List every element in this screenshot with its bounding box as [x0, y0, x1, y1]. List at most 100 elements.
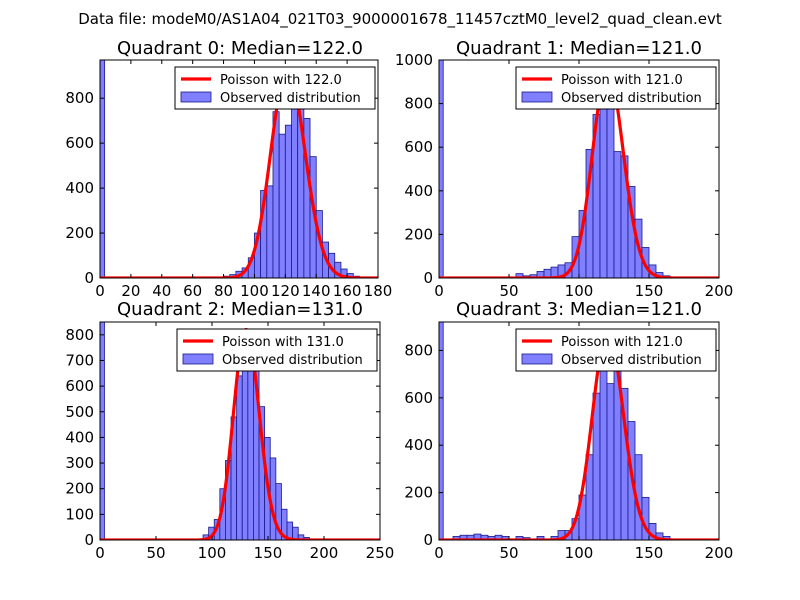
x-tick-label: 0	[95, 544, 105, 562]
plot-area: 0 50 100 150 200 250 0 100 200 300 400 500 600 700 800…	[65, 321, 395, 562]
x-tick-label: 80	[214, 282, 233, 300]
histogram-bar	[266, 185, 274, 278]
histogram-bar	[284, 124, 292, 278]
x-tick-label: 100	[565, 282, 594, 300]
histogram-bar	[599, 107, 608, 278]
x-tick-label: 100	[198, 544, 227, 562]
histogram-bar	[439, 60, 444, 278]
x-tick-label: 200	[705, 282, 734, 300]
y-tick-label: 200	[404, 225, 433, 243]
y-tick-label: 600	[65, 134, 94, 152]
x-tick-label: 0	[95, 282, 105, 300]
subplot-title: Quadrant 0: Median=122.0	[117, 38, 363, 59]
legend-label-observed: Observed distribution	[222, 353, 363, 368]
y-tick-label: 400	[65, 428, 94, 446]
x-tick-label: 100	[240, 282, 269, 300]
y-tick-label: 600	[65, 377, 94, 395]
legend-label-observed: Observed distribution	[561, 353, 702, 368]
legend: Poisson with 121.0 Observed distribution	[515, 66, 717, 110]
x-tick-label: 180	[364, 282, 393, 300]
legend-label-observed: Observed distribution	[561, 91, 702, 106]
legend-label-poisson: Poisson with 121.0	[561, 73, 683, 88]
poisson-curve	[100, 67, 378, 278]
y-tick-label: 0	[423, 531, 433, 549]
histogram-bar	[536, 536, 545, 540]
y-tick-label: 400	[65, 179, 94, 197]
subplot-quadrant-2: Quadrant 2: Median=131.0 0 50 100 150 200 250…	[65, 299, 394, 562]
legend-label-poisson: Poisson with 122.0	[220, 73, 342, 88]
y-tick-label: 200	[65, 480, 94, 498]
histogram-bar	[613, 151, 622, 278]
subplot-quadrant-0: Quadrant 0: Median=122.0 0 20 40 60 80 100 120…	[65, 38, 392, 300]
legend: Poisson with 122.0 Observed distribution	[174, 66, 376, 110]
histogram-bar	[278, 133, 286, 278]
y-tick-label: 600	[404, 389, 433, 407]
x-tick-label: 60	[183, 282, 202, 300]
x-tick-label: 120	[271, 282, 300, 300]
y-tick-label: 300	[65, 454, 94, 472]
x-tick-label: 40	[152, 282, 171, 300]
legend-label-observed: Observed distribution	[220, 91, 361, 106]
histogram-bar	[100, 60, 106, 278]
subplot-title: Quadrant 3: Median=121.0	[456, 299, 702, 320]
x-tick-label: 50	[499, 282, 518, 300]
legend-bar-swatch	[180, 91, 212, 103]
y-tick-label: 0	[423, 269, 433, 287]
legend-bar-swatch	[182, 353, 214, 365]
x-tick-label: 0	[434, 282, 444, 300]
plot-area: 0 20 40 60 80 100 120 140 160 180 0 200 400 600 800 Poi…	[65, 59, 393, 300]
x-tick-label: 0	[434, 544, 444, 562]
legend-bar-swatch	[521, 91, 553, 103]
subplot-quadrant-3: Quadrant 3: Median=121.0 0 50 100 150 200 0 20…	[404, 299, 733, 562]
subplot-title: Quadrant 2: Median=131.0	[117, 299, 363, 320]
y-tick-label: 700	[65, 351, 94, 369]
y-tick-label: 200	[404, 484, 433, 502]
subplot-title: Quadrant 1: Median=121.0	[456, 38, 702, 59]
plot-content	[439, 60, 719, 278]
subplot-quadrant-1: Quadrant 1: Median=121.0 0 50 100 150 200 0 20…	[395, 38, 734, 300]
legend-bar-swatch	[521, 353, 553, 365]
x-tick-label: 140	[302, 282, 331, 300]
y-tick-label: 1000	[395, 51, 433, 69]
axes-frame	[99, 59, 379, 279]
x-tick-label: 150	[635, 544, 664, 562]
y-tick-label: 800	[65, 89, 94, 107]
y-tick-label: 800	[404, 95, 433, 113]
histogram-bar	[606, 383, 615, 540]
y-tick-label: 400	[404, 182, 433, 200]
y-tick-label: 800	[404, 341, 433, 359]
histogram-bar	[100, 322, 105, 540]
legend-box	[174, 66, 376, 110]
x-tick-label: 200	[310, 544, 339, 562]
y-tick-label: 0	[84, 269, 94, 287]
x-tick-label: 200	[705, 544, 734, 562]
legend-label-poisson: Poisson with 121.0	[561, 335, 683, 350]
y-tick-label: 0	[84, 531, 94, 549]
axes-frame	[99, 321, 381, 541]
x-tick-label: 50	[499, 544, 518, 562]
plot-content	[100, 60, 378, 278]
histogram-bar	[439, 322, 444, 540]
legend-label-poisson: Poisson with 131.0	[222, 335, 344, 350]
y-tick-label: 500	[65, 403, 94, 421]
x-tick-label: 20	[121, 282, 140, 300]
y-tick-label: 600	[404, 138, 433, 156]
x-tick-label: 100	[565, 544, 594, 562]
histogram-bar	[606, 90, 615, 278]
plot-area: 0 50 100 150 200 0 200 400 600 800 Poisson with 12…	[404, 321, 734, 562]
plot-area: 0 50 100 150 200 0 200 400 600 800 1000 Poisson wit…	[395, 51, 734, 300]
x-tick-label: 150	[635, 282, 664, 300]
y-tick-label: 400	[404, 436, 433, 454]
x-tick-label: 160	[333, 282, 362, 300]
y-tick-label: 100	[65, 505, 94, 523]
x-tick-label: 150	[254, 544, 283, 562]
legend: Poisson with 131.0 Observed distribution	[176, 328, 378, 372]
x-tick-label: 50	[146, 544, 165, 562]
y-tick-label: 800	[65, 326, 94, 344]
y-tick-label: 200	[65, 224, 94, 242]
x-tick-label: 250	[366, 544, 395, 562]
legend: Poisson with 121.0 Observed distribution	[515, 328, 717, 372]
figure-title: Data file: modeM0/AS1A04_021T03_90000016…	[78, 10, 722, 29]
histogram-bar	[236, 375, 243, 540]
